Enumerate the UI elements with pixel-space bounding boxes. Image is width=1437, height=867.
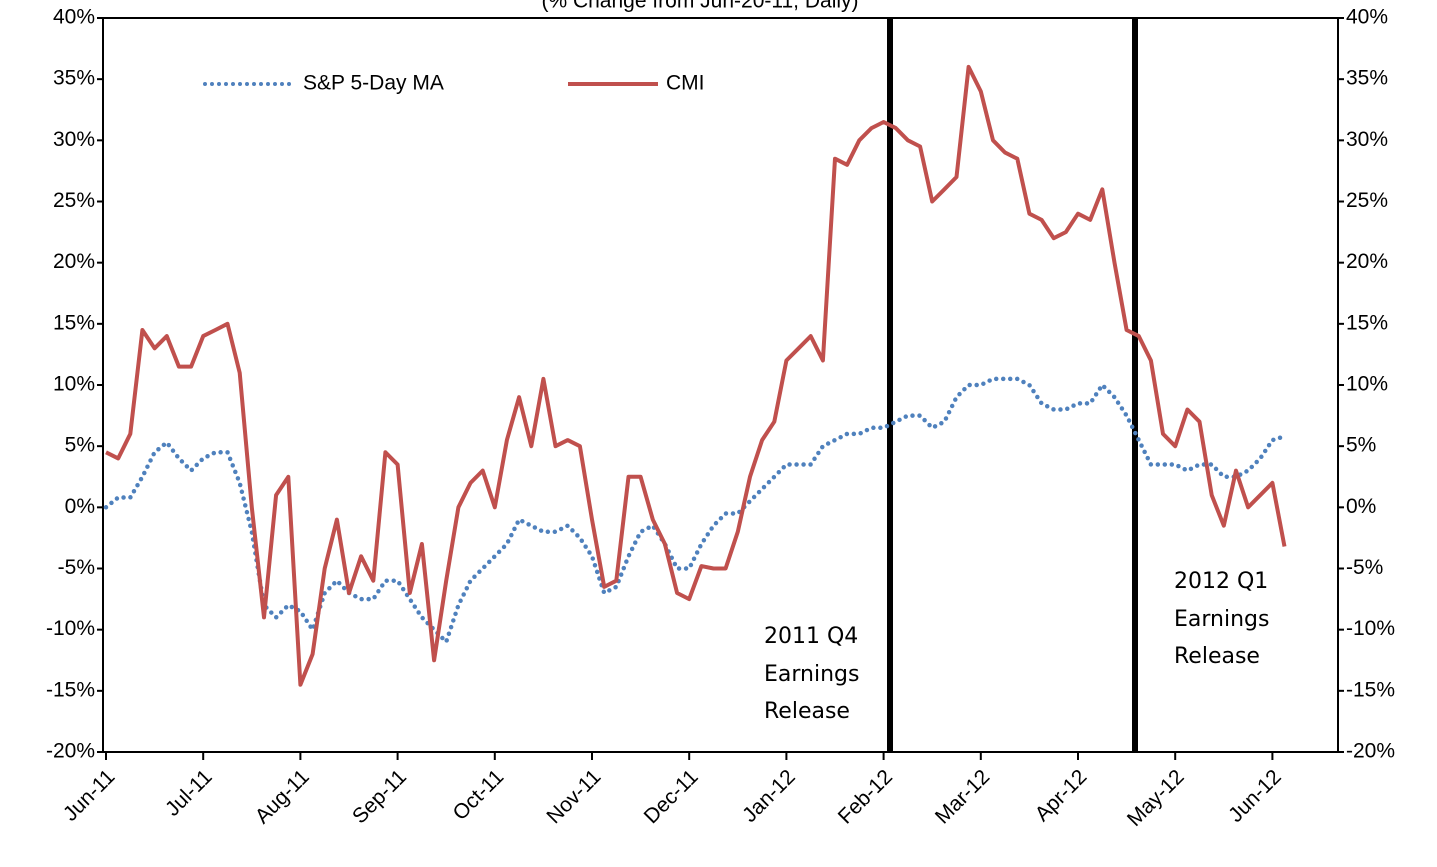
- y-tick-label: -10%: [46, 617, 95, 640]
- legend-label: CMI: [666, 72, 705, 95]
- y2-tick-label: 10%: [1346, 373, 1388, 396]
- y-tick-label: -15%: [46, 678, 95, 701]
- y-tick-label: 25%: [53, 189, 95, 212]
- y2-tick-label: 30%: [1346, 128, 1388, 151]
- y-tick-label: 40%: [53, 6, 95, 29]
- annotation-bg: [1170, 558, 1295, 673]
- x-tick-label: May-12: [1123, 765, 1189, 831]
- x-tick-label: Aug-11: [251, 765, 314, 828]
- annotation: Release: [1174, 644, 1260, 669]
- legend-label: S&P 5-Day MA: [303, 72, 444, 95]
- x-tick-label: Oct-11: [449, 765, 509, 825]
- x-tick-label: Jun-12: [1224, 765, 1286, 827]
- y-tick-label: 20%: [53, 250, 95, 273]
- y2-tick-label: 25%: [1346, 189, 1388, 212]
- x-tick-label: Feb-12: [834, 765, 897, 828]
- y2-tick-label: 15%: [1346, 311, 1388, 334]
- y2-tick-label: -10%: [1346, 617, 1395, 640]
- x-tick-label: Mar-12: [931, 765, 994, 828]
- annotation-bg: [760, 612, 872, 727]
- annotation: Earnings: [764, 662, 859, 687]
- chart-subtitle: (% Change from Jun-20-11, Daily): [541, 0, 858, 13]
- series-line: [103, 376, 1287, 645]
- x-tick-label: Jan-12: [738, 765, 800, 827]
- y2-tick-label: -5%: [1346, 556, 1383, 579]
- y-tick-label: 0%: [65, 495, 95, 518]
- y2-tick-label: 35%: [1346, 67, 1388, 90]
- y2-tick-label: 20%: [1346, 250, 1388, 273]
- plot-frame: [102, 17, 1339, 753]
- x-tick-label: Jun-11: [59, 765, 120, 826]
- x-tick-label: Apr-12: [1031, 765, 1092, 826]
- y-tick-label: 15%: [53, 311, 95, 334]
- annotation: 2012 Q1: [1174, 569, 1268, 594]
- series-line: [105, 64, 1287, 687]
- y-tick-label: -20%: [46, 740, 95, 763]
- y-tick-label: 5%: [65, 434, 95, 457]
- annotation: Earnings: [1174, 607, 1269, 632]
- x-tick-label: Sep-11: [348, 765, 411, 828]
- y2-tick-label: -20%: [1346, 740, 1395, 763]
- y-tick-label: -5%: [58, 556, 95, 579]
- x-tick-label: Jul-11: [161, 765, 217, 821]
- y2-tick-label: 5%: [1346, 434, 1376, 457]
- y2-tick-label: 0%: [1346, 495, 1376, 518]
- annotation: 2011 Q4: [764, 624, 858, 649]
- y2-tick-label: -15%: [1346, 678, 1395, 701]
- y2-tick-label: 40%: [1346, 6, 1388, 29]
- y-tick-label: 10%: [53, 373, 95, 396]
- y-tick-label: 35%: [53, 67, 95, 90]
- y-tick-label: 30%: [53, 128, 95, 151]
- x-tick-label: Dec-11: [640, 765, 703, 828]
- annotation: Release: [764, 699, 850, 724]
- x-tick-label: Nov-11: [542, 765, 605, 828]
